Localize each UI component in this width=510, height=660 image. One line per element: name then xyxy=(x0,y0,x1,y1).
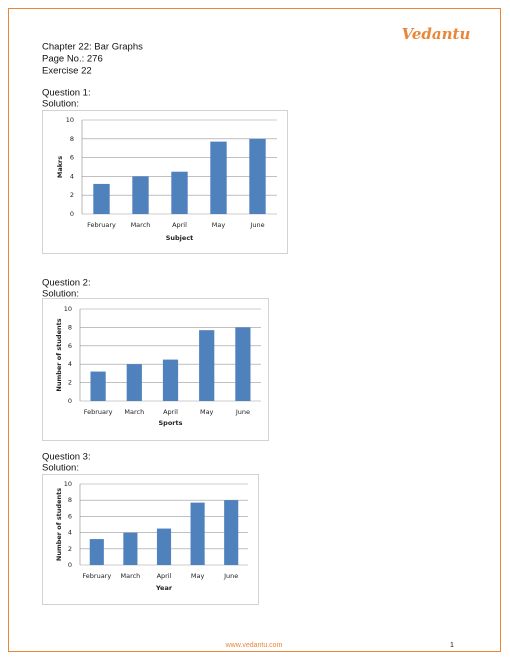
bar xyxy=(93,183,110,214)
y-tick-label: 10 xyxy=(66,116,74,124)
y-tick-label: 6 xyxy=(68,512,72,520)
solution-label: Solution: xyxy=(42,463,79,474)
bar xyxy=(235,327,251,401)
chart-frame xyxy=(42,474,259,605)
logo: Vedantu xyxy=(402,25,471,43)
bar xyxy=(126,364,142,401)
page-number-ref: Page No.: 276 xyxy=(42,54,103,65)
solution-label: Solution: xyxy=(42,289,79,300)
bar xyxy=(132,176,149,214)
y-tick-label: 0 xyxy=(68,561,72,569)
footer-page: 1 xyxy=(450,642,454,649)
chart-frame xyxy=(42,110,288,254)
x-tick-label: March xyxy=(131,221,151,229)
x-tick-label: April xyxy=(172,221,187,229)
y-tick-label: 2 xyxy=(68,379,72,387)
bar xyxy=(162,359,179,401)
x-tick-label: June xyxy=(235,408,250,416)
y-tick-label: 2 xyxy=(68,545,72,553)
bar xyxy=(171,171,188,214)
x-axis-label: Sports xyxy=(159,419,183,427)
chapter-title: Chapter 22: Bar Graphs xyxy=(42,42,143,53)
y-tick-label: 8 xyxy=(68,496,72,504)
x-tick-label: May xyxy=(212,221,226,229)
bar xyxy=(190,502,205,565)
x-tick-label: May xyxy=(200,408,214,416)
y-tick-label: 10 xyxy=(64,305,72,313)
y-tick-label: 6 xyxy=(70,154,74,162)
bar xyxy=(89,539,104,565)
solution-label: Solution: xyxy=(42,99,79,110)
x-tick-label: March xyxy=(120,572,140,580)
x-tick-label: February xyxy=(87,221,116,229)
y-tick-label: 4 xyxy=(70,172,74,180)
y-tick-label: 4 xyxy=(68,360,72,368)
x-tick-label: February xyxy=(84,408,113,416)
bar xyxy=(123,532,138,565)
y-tick-label: 2 xyxy=(70,191,74,199)
question-title: Question 3: xyxy=(42,452,91,463)
y-tick-label: 10 xyxy=(64,480,72,488)
bar xyxy=(156,528,172,565)
y-tick-label: 0 xyxy=(68,397,72,405)
page-border xyxy=(8,8,501,652)
y-axis-label: Number of students xyxy=(55,488,63,561)
y-axis-label: Makrs xyxy=(56,156,64,178)
x-tick-label: February xyxy=(82,572,111,580)
exercise: Exercise 22 xyxy=(42,66,92,77)
x-axis-label: Year xyxy=(155,584,173,592)
question-title: Question 1: xyxy=(42,88,91,99)
x-tick-label: April xyxy=(157,572,172,580)
bar xyxy=(199,330,215,401)
x-tick-label: March xyxy=(124,408,144,416)
bar xyxy=(224,500,239,565)
x-tick-label: May xyxy=(191,572,205,580)
y-tick-label: 6 xyxy=(68,342,72,350)
y-tick-label: 0 xyxy=(70,210,74,218)
y-axis-label: Number of students xyxy=(55,318,63,391)
x-axis-label: Subject xyxy=(166,234,194,242)
footer-website: www.vedantu.com xyxy=(225,642,283,649)
x-tick-label: June xyxy=(249,221,264,229)
bar xyxy=(210,141,227,214)
y-tick-label: 8 xyxy=(70,135,74,143)
y-tick-label: 4 xyxy=(68,529,72,537)
bar xyxy=(90,371,106,401)
x-tick-label: June xyxy=(223,572,238,580)
chart-frame xyxy=(42,298,269,441)
y-tick-label: 8 xyxy=(68,323,72,331)
x-tick-label: April xyxy=(163,408,178,416)
question-title: Question 2: xyxy=(42,278,91,289)
bar xyxy=(249,138,266,214)
